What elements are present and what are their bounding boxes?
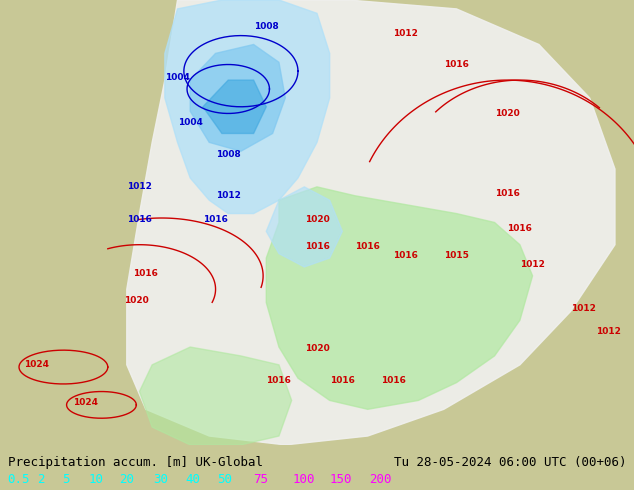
Text: 1004: 1004 — [178, 118, 203, 126]
Polygon shape — [266, 187, 342, 267]
Text: 1012: 1012 — [520, 260, 545, 269]
Text: 1016: 1016 — [203, 216, 228, 224]
Text: 1012: 1012 — [393, 28, 418, 38]
Text: 75: 75 — [254, 473, 269, 487]
Polygon shape — [203, 80, 266, 133]
Text: 1016: 1016 — [380, 376, 406, 385]
Text: 1012: 1012 — [571, 304, 596, 314]
Text: 1015: 1015 — [444, 251, 469, 260]
Text: 1004: 1004 — [165, 73, 190, 82]
Text: 1012: 1012 — [596, 327, 621, 336]
Text: 1016: 1016 — [330, 376, 355, 385]
Text: 1020: 1020 — [124, 295, 149, 305]
Text: 1012: 1012 — [216, 191, 241, 200]
Text: 200: 200 — [369, 473, 391, 487]
Polygon shape — [266, 187, 533, 409]
Text: 1016: 1016 — [127, 216, 152, 224]
Polygon shape — [165, 0, 330, 214]
Text: 1016: 1016 — [304, 242, 330, 251]
Polygon shape — [127, 0, 615, 445]
Text: 0.5: 0.5 — [8, 473, 30, 487]
Polygon shape — [190, 45, 285, 151]
Text: Tu 28-05-2024 06:00 UTC (00+06): Tu 28-05-2024 06:00 UTC (00+06) — [394, 456, 626, 469]
Text: 1024: 1024 — [24, 360, 49, 369]
Text: 30: 30 — [153, 473, 169, 487]
Text: 1008: 1008 — [254, 22, 279, 31]
Text: 1016: 1016 — [133, 269, 158, 278]
Polygon shape — [139, 347, 292, 445]
Text: 1016: 1016 — [266, 376, 292, 385]
Text: Precipitation accum. [m] UK-Global: Precipitation accum. [m] UK-Global — [8, 456, 262, 469]
Text: 1024: 1024 — [73, 398, 98, 407]
Text: 100: 100 — [293, 473, 315, 487]
Text: 40: 40 — [185, 473, 200, 487]
Text: 50: 50 — [217, 473, 232, 487]
Text: 1020: 1020 — [304, 216, 330, 224]
Text: 2: 2 — [37, 473, 44, 487]
Text: 1020: 1020 — [304, 344, 330, 353]
Text: 1016: 1016 — [355, 242, 380, 251]
Text: 1008: 1008 — [216, 149, 241, 159]
Text: 1020: 1020 — [495, 109, 520, 118]
Text: 1016: 1016 — [393, 251, 418, 260]
Text: 5: 5 — [62, 473, 70, 487]
Text: 150: 150 — [330, 473, 352, 487]
Text: 1012: 1012 — [127, 182, 152, 191]
Text: 20: 20 — [119, 473, 134, 487]
Text: 1016: 1016 — [444, 60, 469, 69]
Text: 10: 10 — [89, 473, 104, 487]
Text: 1016: 1016 — [507, 224, 533, 233]
Text: 1016: 1016 — [495, 189, 520, 198]
